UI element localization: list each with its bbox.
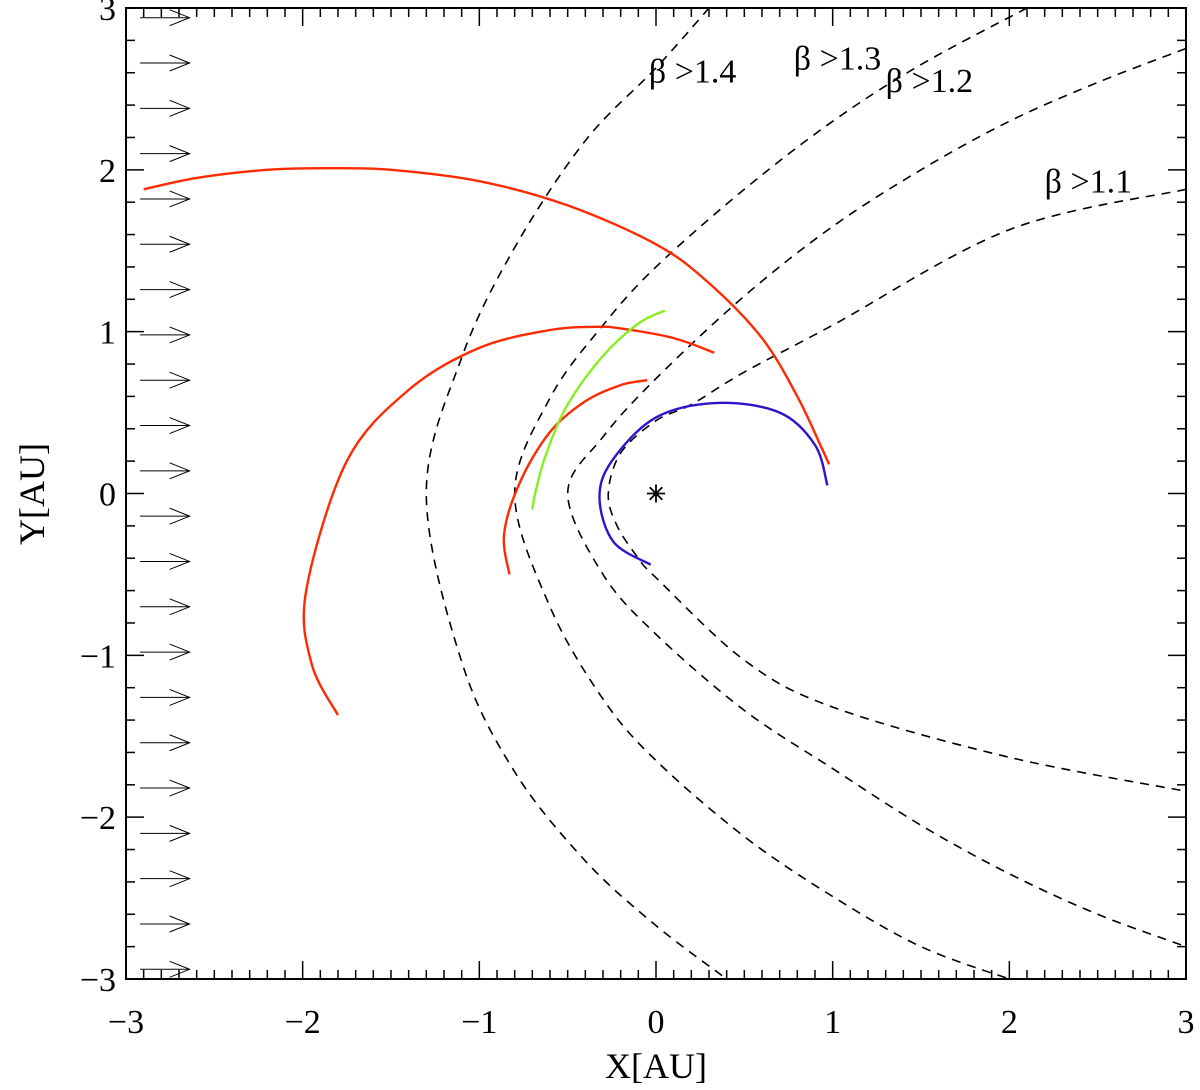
flow-arrow-head [169, 507, 191, 525]
flow-arrow-head [169, 960, 191, 978]
flow-arrow-head [169, 462, 191, 480]
flow-arrow-head [169, 643, 191, 661]
x-tick-label: 1 [824, 1004, 841, 1041]
flow-arrow-head [169, 281, 191, 299]
axis-tick-labels: −3 −2 −1 0 1 2 3 −3 −2 −1 0 1 2 3 [80, 0, 1195, 1041]
x-tick-label: 2 [1001, 1004, 1018, 1041]
orbit-curve [598, 401, 829, 566]
beta-label: β >1.2 [886, 63, 973, 100]
flow-arrow [140, 553, 191, 570]
flow-arrow-head [169, 779, 191, 797]
orbit-curve [531, 309, 666, 510]
flow-arrow [140, 417, 191, 434]
sun-asterisk-stroke [649, 486, 663, 501]
flow-arrow-head [169, 99, 191, 117]
boundary-labels: β >1.1 β >1.2β >1.3 β >1.4 [649, 40, 1132, 200]
beta-boundary-line [607, 188, 1186, 793]
y-tick-label: 0 [99, 477, 116, 514]
x-tick-label: 3 [1178, 1004, 1195, 1041]
flow-arrow-head [169, 371, 191, 389]
beta-boundaries [425, 8, 1186, 979]
y-tick-label: −3 [80, 962, 116, 999]
beta-label: β >1.1 [1045, 163, 1132, 200]
beta-label: β >1.3 [794, 40, 881, 77]
flow-arrow-head [169, 734, 191, 752]
flow-arrow-head [169, 688, 191, 706]
flow-arrow-head [169, 417, 191, 434]
x-tick-label: −3 [108, 1004, 144, 1041]
flow-arrow-head [169, 326, 191, 344]
flow-arrow-head [169, 145, 191, 163]
flow-arrow [140, 99, 191, 117]
y-tick-label: 2 [99, 153, 116, 190]
flow-arrow [140, 688, 191, 706]
flow-arrow [140, 9, 191, 27]
sun-marker [647, 484, 665, 503]
flow-arrow-head [169, 598, 191, 616]
y-tick-label: 3 [99, 0, 116, 28]
x-tick-label: −1 [461, 1004, 497, 1041]
flow-arrow [140, 734, 191, 752]
beta-label: β >1.4 [649, 53, 736, 90]
flow-arrow [140, 462, 191, 480]
flow-arrow-head [169, 235, 191, 253]
orbit-curve [143, 166, 831, 465]
x-tick-label: 0 [648, 1004, 665, 1041]
flow-arrow-head [169, 870, 191, 888]
orbit-curve [302, 325, 715, 716]
flow-arrow [140, 235, 191, 253]
x-tick-label: −2 [285, 1004, 321, 1041]
y-tick-label: −1 [80, 638, 116, 675]
orbit-series [143, 166, 831, 716]
flow-arrow-head [169, 190, 191, 208]
flow-arrow-head [169, 824, 191, 842]
orbit-curve [502, 379, 648, 575]
flow-arrow [140, 326, 191, 344]
beta-boundary-line [425, 8, 728, 979]
flow-arrow [140, 870, 191, 888]
flow-arrows [140, 9, 191, 978]
flow-arrow [140, 643, 191, 661]
flow-arrow-head [169, 9, 191, 27]
flow-arrow [140, 281, 191, 299]
flow-arrow [140, 598, 191, 616]
flow-arrow-head [169, 915, 191, 933]
beta-boundary-line [566, 47, 1186, 948]
flow-arrow [140, 915, 191, 933]
flow-arrow [140, 779, 191, 797]
flow-arrow [140, 824, 191, 842]
flow-arrow [140, 507, 191, 525]
flow-arrow [140, 190, 191, 208]
flow-arrow [140, 145, 191, 163]
flow-arrow-head [169, 54, 191, 72]
axis-ticks [125, 7, 1187, 980]
y-tick-label: −2 [80, 800, 116, 837]
flow-arrow [140, 960, 191, 978]
flow-arrow [140, 371, 191, 389]
flow-arrow-head [169, 553, 191, 570]
x-axis-label: X[AU] [605, 1046, 707, 1086]
flow-arrow [140, 54, 191, 72]
y-axis-label: Y[AU] [12, 443, 52, 545]
y-tick-label: 1 [99, 315, 116, 352]
